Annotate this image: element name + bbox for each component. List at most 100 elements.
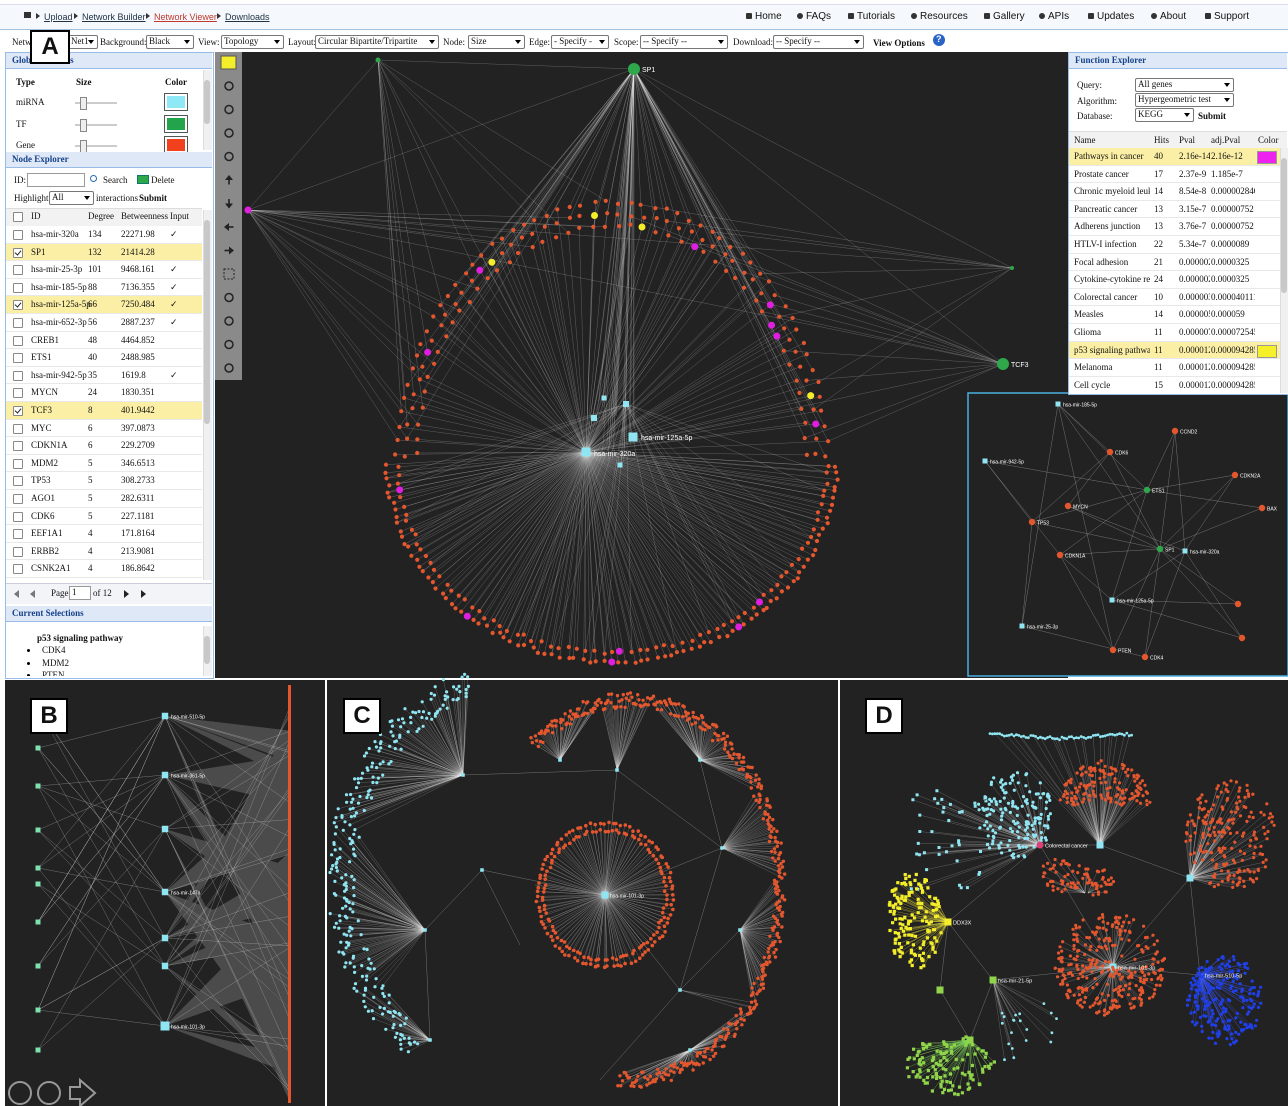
checkbox[interactable] [13, 529, 23, 540]
table-row[interactable]: Colorectal cancer 10 0.000003 0.000040111 [1069, 288, 1280, 307]
id-input[interactable] [27, 173, 85, 187]
breadcrumb-link[interactable]: Upload [44, 12, 73, 22]
dropdown[interactable]: Net1 [68, 35, 98, 49]
menu-link[interactable]: Gallery [993, 11, 1025, 22]
checkbox[interactable] [13, 282, 23, 293]
submit-button[interactable]: Submit [1198, 111, 1227, 121]
pager-button[interactable] [141, 590, 146, 598]
view-options[interactable]: View Options [873, 38, 925, 48]
node-label: Colorectal cancer [1045, 843, 1088, 849]
color-swatch[interactable] [164, 136, 188, 152]
checkbox[interactable] [13, 423, 23, 434]
dropdown[interactable]: Topology [221, 35, 284, 49]
checkbox[interactable] [13, 388, 23, 399]
table-cell: 15 [1154, 379, 1163, 390]
toolbar-button [224, 128, 234, 138]
dropdown[interactable]: Black [146, 35, 194, 49]
selection-list: p53 signaling pathway CDK4 MDM2 PTEN [6, 626, 202, 676]
menu-link[interactable]: Resources [920, 11, 968, 22]
table-row[interactable]: Cytokine-cytokine rece 24 0.000002 0.000032… [1069, 271, 1280, 289]
search-button[interactable]: Search [103, 175, 128, 185]
dropdown-arrow [184, 40, 190, 44]
table-row[interactable]: Glioma 11 0.000007 0.000072545 [1069, 324, 1280, 342]
table-row[interactable]: Melanoma 11 0.000012 0.000094285 [1069, 359, 1280, 377]
section-title: Current Selections [12, 608, 84, 618]
table-cell: Chronic myeloid leuke [1074, 186, 1150, 197]
table-row[interactable]: Pancreatic cancer 13 3.15e-7 0.00000752 [1069, 200, 1280, 219]
nodes [1036, 841, 1044, 849]
breadcrumb-link[interactable]: Network Builder [82, 12, 146, 22]
slider-thumb[interactable] [80, 140, 87, 152]
table-row[interactable]: Focal adhesion 21 0.000002 0.0000325 [1069, 253, 1280, 272]
checkbox[interactable] [13, 230, 23, 240]
checkbox[interactable] [13, 335, 23, 346]
checkbox[interactable] [13, 494, 23, 504]
table-cell: 13 [1154, 203, 1163, 214]
dropdown[interactable]: All genes [1135, 78, 1234, 92]
pager-button[interactable] [14, 590, 19, 598]
color-swatch[interactable] [164, 114, 188, 133]
slider-thumb[interactable] [80, 97, 87, 110]
breadcrumb-link[interactable]: Network Viewer [154, 12, 217, 22]
dropdown[interactable]: Size [468, 35, 525, 49]
checkbox[interactable] [13, 476, 23, 487]
breadcrumb-link[interactable]: Downloads [225, 12, 270, 22]
table-row[interactable]: Measles 14 0.000005 0.000059 [1069, 306, 1280, 324]
dropdown[interactable]: All [49, 191, 94, 205]
checkbox[interactable] [13, 370, 23, 381]
pager-button[interactable] [124, 590, 129, 598]
table-row[interactable]: Prostate cancer 17 2.37e-9 1.185e-7 [1069, 165, 1280, 184]
menu-link[interactable]: Tutorials [857, 11, 895, 22]
table-row[interactable]: Cell cycle 15 0.000012 0.000094285 [1069, 376, 1280, 393]
table-cell: 186.8642 [121, 563, 155, 574]
breadcrumb-arrow [36, 13, 40, 19]
selected-pathway: p53 signaling pathway [37, 633, 124, 643]
table-cell: 213.9081 [121, 545, 155, 556]
table-row: CREB1 48 4464.852 [6, 331, 202, 350]
table-row: hsa-mir-942-5p 35 1619.8 ✓ [6, 366, 202, 385]
dropdown[interactable]: KEGG [1135, 108, 1194, 122]
checkbox[interactable] [13, 406, 23, 416]
checkbox[interactable] [13, 353, 23, 364]
page-input[interactable]: 1 [69, 586, 91, 600]
menu-link[interactable]: FAQs [806, 11, 832, 22]
delete-button[interactable]: Delete [151, 175, 175, 185]
table-cell: 5 [88, 510, 93, 521]
table-cell: 401.9442 [121, 405, 155, 415]
checkbox[interactable] [13, 265, 23, 276]
pager-button[interactable] [30, 590, 35, 598]
dropdown[interactable]: -- Specify -- [640, 35, 728, 49]
toolbar-button [224, 151, 234, 162]
checkbox[interactable] [13, 546, 23, 557]
nav-icon [37, 1081, 61, 1105]
table-row[interactable]: Chronic myeloid leuke 14 8.54e-8 0.00000284… [1069, 183, 1280, 201]
help-button[interactable]: ? [933, 34, 945, 46]
menu-link[interactable]: Support [1214, 11, 1250, 22]
checkbox[interactable] [13, 564, 23, 575]
submit-button[interactable]: Submit [139, 193, 168, 203]
checkbox[interactable] [13, 247, 23, 258]
checkbox[interactable] [13, 458, 23, 469]
table-row[interactable]: Pathways in cancer 40 2.16e-14 2.16e-12 [1069, 148, 1280, 166]
slider-thumb[interactable] [80, 118, 87, 132]
menu-link[interactable]: Home [755, 11, 782, 22]
dropdown[interactable]: Circular Bipartite/Tripartite [315, 35, 439, 49]
dropdown[interactable]: -- Specify -- [773, 35, 864, 49]
menu-link[interactable]: About [1160, 11, 1187, 22]
dropdown[interactable]: Hypergeometric test [1135, 93, 1234, 107]
menu-link[interactable]: APIs [1048, 11, 1070, 22]
toolbar [215, 52, 242, 380]
color-swatch[interactable] [164, 93, 188, 111]
table-row[interactable]: HTLV-I infection 22 5.34e-7 0.0000089 [1069, 236, 1280, 254]
table-row[interactable]: p53 signaling pathway 11 0.000012 0.0000942… [1069, 341, 1280, 360]
table-row[interactable]: Adherens junction 13 3.76e-7 0.00000752 [1069, 218, 1280, 236]
checkbox[interactable] [13, 511, 23, 522]
menu-link[interactable]: Updates [1097, 11, 1135, 22]
checkbox[interactable] [13, 300, 23, 311]
checkbox[interactable] [13, 318, 23, 328]
checkbox[interactable] [13, 212, 23, 222]
table-cell: 56 [88, 317, 97, 327]
table-cell: 1830.351 [121, 387, 155, 398]
dropdown[interactable]: - Specify - [551, 35, 609, 49]
checkbox[interactable] [13, 441, 23, 452]
